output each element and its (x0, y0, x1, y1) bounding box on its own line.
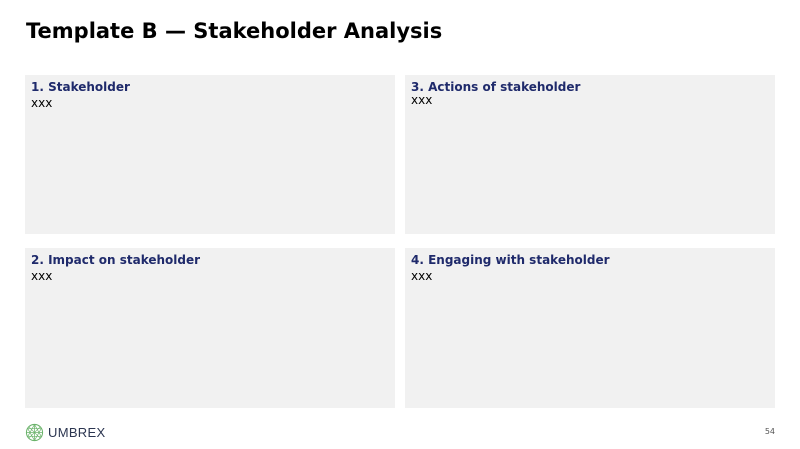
panel-body: xxx (31, 269, 53, 283)
panel-heading: 2. Impact on stakeholder (31, 253, 201, 267)
panel-heading: 1. Stakeholder (31, 80, 130, 94)
panel-stakeholder: 1. Stakeholder xxx (25, 75, 395, 234)
page-title: Template B — Stakeholder Analysis (26, 19, 443, 43)
panel-body: xxx (411, 93, 433, 107)
panel-heading: 3. Actions of stakeholder (411, 80, 581, 94)
panel-actions-of-stakeholder: 3. Actions of stakeholder xxx (405, 75, 775, 234)
panel-heading: 4. Engaging with stakeholder (411, 253, 610, 267)
panel-body: xxx (411, 269, 433, 283)
page-number: 54 (764, 427, 775, 436)
panel-impact-on-stakeholder: 2. Impact on stakeholder xxx (25, 248, 395, 408)
panel-engaging-with-stakeholder: 4. Engaging with stakeholder xxx (405, 248, 775, 408)
panel-body: xxx (31, 96, 53, 110)
logo-text: UMBREX (48, 425, 106, 440)
umbrex-globe-icon (25, 423, 44, 442)
umbrex-logo: UMBREX (25, 423, 105, 442)
